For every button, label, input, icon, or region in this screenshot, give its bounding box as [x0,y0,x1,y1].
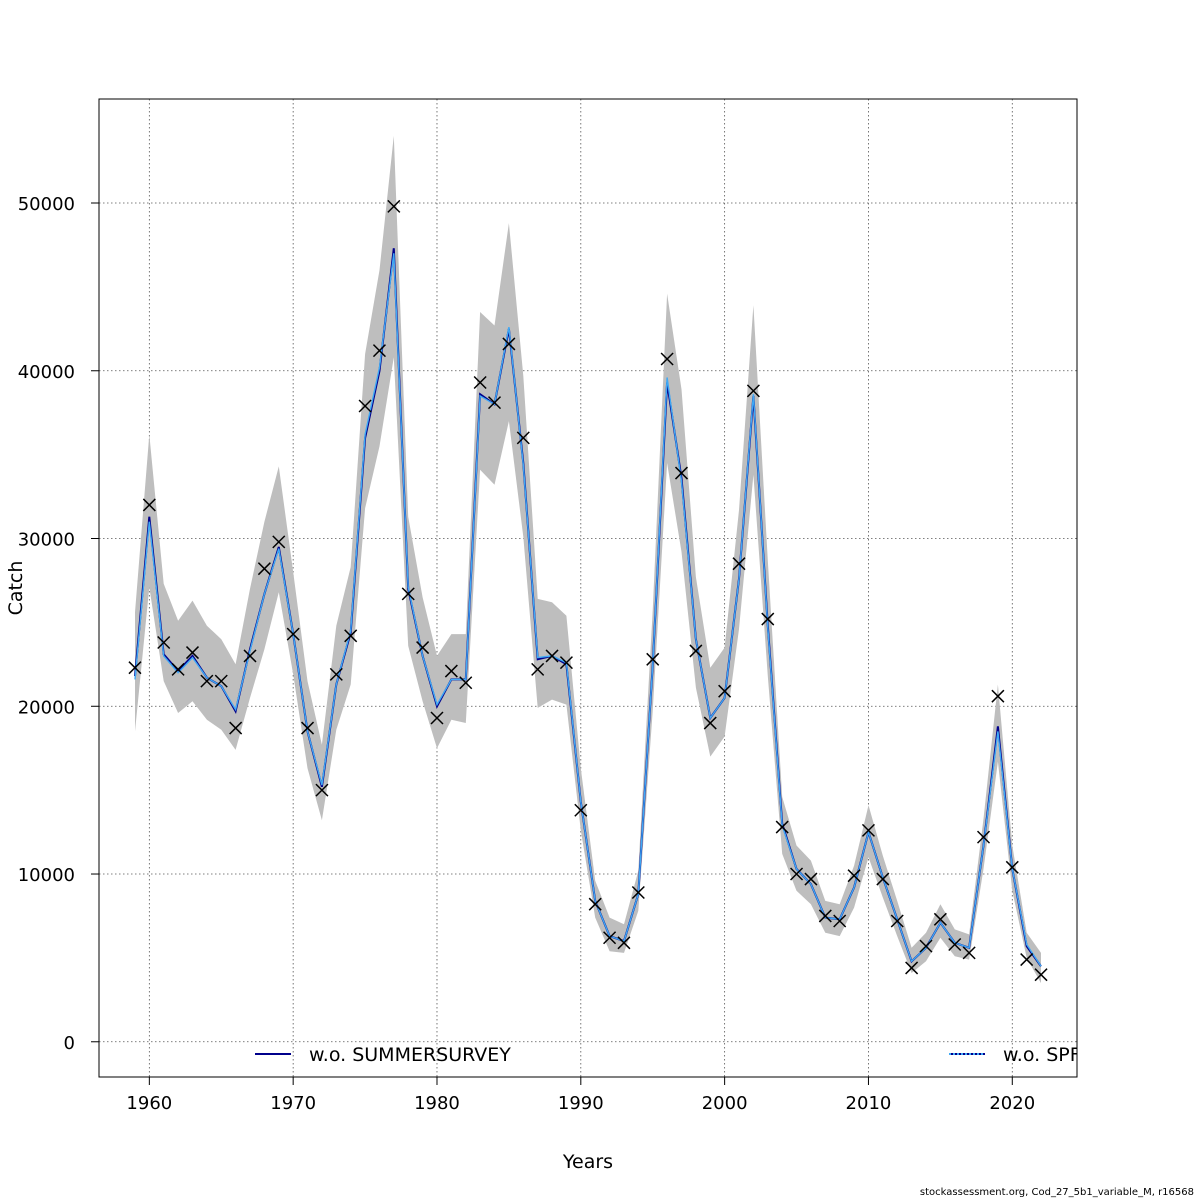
observation-point [948,937,962,952]
observation-point [344,629,358,643]
observation-markers [128,199,1048,982]
legend-label-summersurvey: w.o. SUMMERSURVEY [309,1044,511,1066]
x-tick-label: 2000 [702,1093,748,1114]
observation-point [214,674,228,688]
observation-point [718,684,732,698]
observation-point [128,661,142,675]
observation-point [804,872,818,886]
x-tick-label: 1970 [270,1093,316,1114]
observation-point [401,587,415,601]
observation-point [516,431,530,445]
observation-point [861,823,875,837]
observation-point [847,869,861,883]
observation-point [502,337,516,351]
observation-point [674,466,689,480]
y-tick-label: 20000 [18,697,75,718]
observation-point [876,872,890,886]
observation-point [459,676,473,690]
observation-point [703,716,717,730]
x-tick-label: 2020 [989,1093,1035,1114]
plot-area: w.o. SUMMERSURVEY w.o. SPF [128,135,1081,1066]
observation-point [487,396,502,410]
observation-point [1034,968,1048,982]
observation-point [588,897,602,911]
observation-point [286,627,300,641]
observation-point [358,399,372,413]
observation-point [329,667,343,681]
x-axis-title: Years [562,1151,613,1173]
observation-point [646,652,660,666]
observation-point [444,664,458,678]
y-tick-label: 30000 [18,530,75,551]
observation-point [790,867,804,881]
observation-point [761,612,775,626]
legend-label-spf: w.o. SPF [1003,1044,1081,1066]
observation-point [962,946,976,960]
observation-point [746,384,760,398]
observation-point [689,644,703,658]
observation-point [603,931,617,945]
observation-point [559,656,573,670]
observation-point [1005,860,1019,874]
observation-point [473,375,487,390]
observation-point [775,820,789,834]
observation-point [905,961,919,975]
observation-point [372,344,386,358]
observation-point [157,635,171,650]
observation-point [818,909,832,923]
observation-point [430,711,444,725]
x-tick-label: 1960 [126,1093,172,1114]
x-tick-label: 1990 [558,1093,604,1114]
observation-point [229,721,243,735]
y-axis: 0 10000 20000 30000 40000 50000 [18,194,99,1054]
observation-point [200,674,214,688]
observation-point [243,649,257,663]
observation-point [976,830,991,844]
legend: w.o. SUMMERSURVEY w.o. SPF [255,1044,1081,1066]
observation-point [732,557,746,571]
y-axis-title: Catch [5,561,27,616]
y-tick-label: 10000 [18,865,75,886]
observation-point [1020,953,1034,967]
observation-point [185,646,200,660]
credit-text: stockassessment.org, Cod_27_5b1_variable… [919,1187,1194,1198]
x-tick-label: 1980 [414,1093,460,1114]
plot-frame [98,98,1078,1078]
observation-point [545,649,559,663]
observation-point [531,662,545,676]
y-tick-label: 50000 [18,194,75,215]
observation-point [991,689,1005,703]
observation-point [833,914,847,928]
observation-point [617,936,631,950]
observation-point [257,562,271,576]
observation-point [660,352,674,366]
y-tick-label: 40000 [18,362,75,383]
x-axis: 1960 1970 1980 1990 2000 2010 2020 [126,1077,1035,1114]
observation-point [574,803,588,817]
observation-point [272,535,286,549]
y-tick-label: 0 [64,1033,75,1054]
observation-point [315,783,329,797]
observation-point [919,939,933,953]
observation-point [301,721,315,735]
observation-point [631,885,645,900]
observation-point [416,641,430,655]
observation-point [933,912,947,926]
observation-point [890,914,904,928]
series-line-spf [134,253,1042,967]
observation-point [171,662,185,676]
x-tick-label: 2010 [846,1093,892,1114]
observation-point [142,498,156,512]
observation-point [387,199,401,213]
